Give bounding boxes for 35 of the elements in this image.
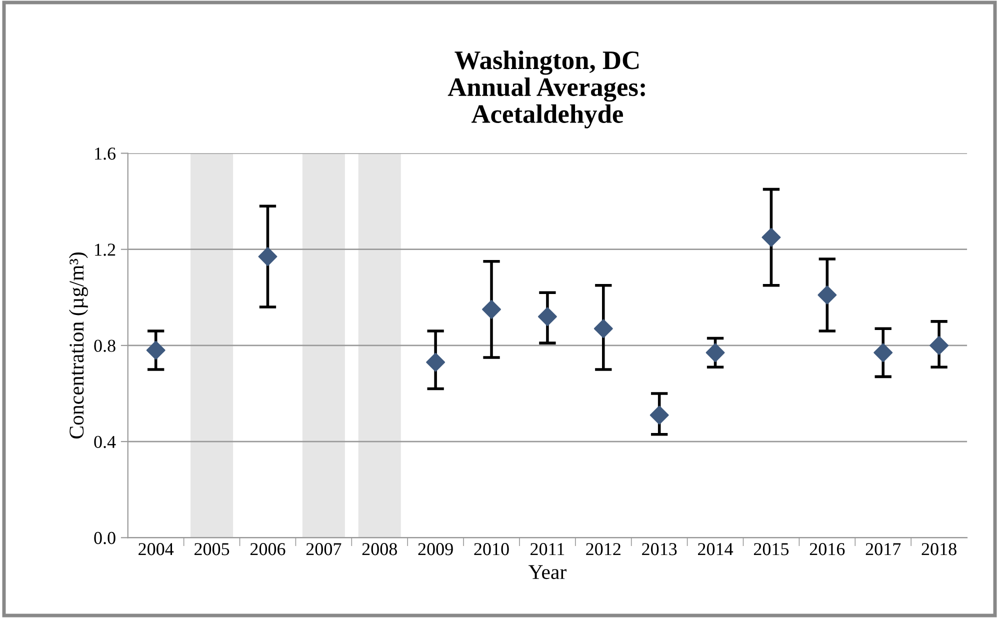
x-tick-label: 2013 <box>642 543 677 556</box>
x-tick-label: 2005 <box>194 543 230 556</box>
point <box>146 340 166 360</box>
point <box>706 343 725 362</box>
point <box>538 307 557 326</box>
y-tick-label: 0.4 <box>94 436 116 448</box>
y-tick-label: 0.8 <box>94 340 116 352</box>
x-tick-label: 2006 <box>250 543 286 556</box>
y-tick-label: 1.6 <box>95 148 116 160</box>
y-tick-label: 0.0 <box>94 532 116 544</box>
point <box>258 247 278 266</box>
x-tick-label: 2007 <box>306 543 342 556</box>
point <box>650 406 669 425</box>
point <box>426 352 446 372</box>
x-tick-label: 2017 <box>866 543 901 556</box>
y-axis-title: Concentration (µg/m³) <box>68 252 88 438</box>
point <box>482 300 501 319</box>
x-axis-title: Year <box>528 565 566 580</box>
x-tick-label: 2014 <box>698 543 734 556</box>
chart-title: Washington, DC Annual Averages: Acetaldehyde <box>448 50 645 128</box>
y-tick-label: 1.2 <box>95 244 116 256</box>
x-tick-label: 2008 <box>362 543 397 556</box>
point <box>762 228 781 247</box>
x-tick-label: 2016 <box>810 543 845 556</box>
point <box>874 343 893 362</box>
point <box>594 319 613 338</box>
x-tick-label: 2011 <box>530 543 564 556</box>
x-tick-label: 2009 <box>418 543 453 556</box>
x-tick-label: 2012 <box>586 543 620 556</box>
point <box>818 286 837 304</box>
x-tick-label: 2018 <box>922 543 956 556</box>
x-tick-label: 2010 <box>474 543 509 556</box>
point <box>930 336 949 355</box>
x-tick-label: 2004 <box>138 543 174 556</box>
x-tick-label: 2015 <box>754 543 789 556</box>
